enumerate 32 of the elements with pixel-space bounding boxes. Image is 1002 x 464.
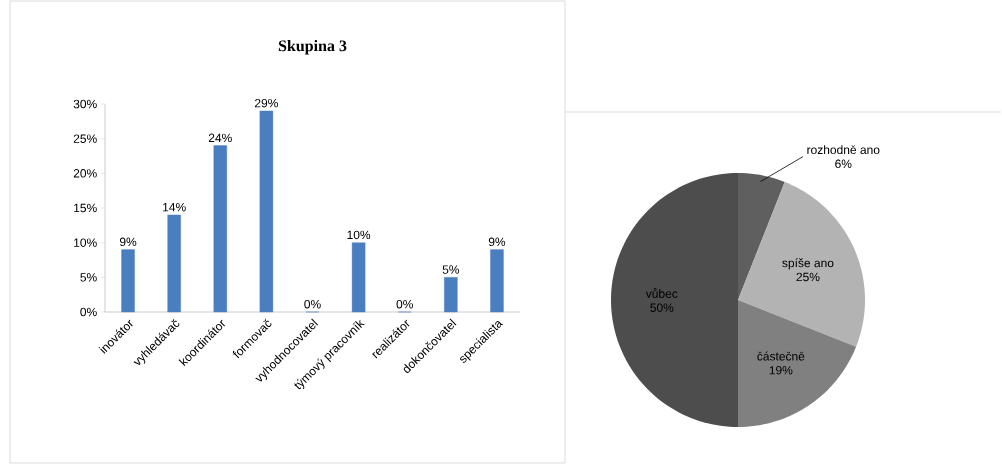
data-label: 6% [835, 159, 852, 169]
data-label: 50% [650, 303, 674, 312]
slice-label: rozhodně ano [807, 145, 880, 155]
bar [444, 277, 458, 313]
data-label: 29% [254, 98, 278, 108]
slice-label: částečně [757, 351, 805, 361]
data-label: 14% [163, 203, 186, 212]
data-label: 25% [796, 272, 820, 282]
bar [121, 249, 135, 313]
data-label: 0% [396, 299, 413, 309]
data-label: 9% [488, 237, 506, 247]
bar [167, 214, 181, 313]
y-tick-label: 5% [80, 273, 97, 282]
bar [259, 110, 274, 313]
data-label: 24% [208, 133, 232, 143]
bar [213, 145, 227, 313]
y-tick-label: 30% [73, 99, 97, 109]
chart-title: Skupina 3 [278, 39, 347, 55]
y-tick-label: 25% [73, 134, 97, 143]
data-label: 0% [304, 299, 321, 309]
data-label: 10% [347, 230, 371, 240]
y-tick-label: 20% [73, 169, 97, 178]
slice-label: vůbec [645, 288, 678, 298]
y-tick-label: 10% [74, 238, 97, 247]
data-label: 9% [119, 237, 137, 247]
y-tick-label: 15% [74, 203, 97, 213]
bar [351, 242, 366, 313]
bar [490, 249, 504, 313]
data-label: 19% [769, 366, 793, 375]
slice-label: spíše ano [782, 258, 834, 270]
y-tick-label: 0% [80, 307, 97, 317]
data-label: 5% [442, 265, 460, 274]
